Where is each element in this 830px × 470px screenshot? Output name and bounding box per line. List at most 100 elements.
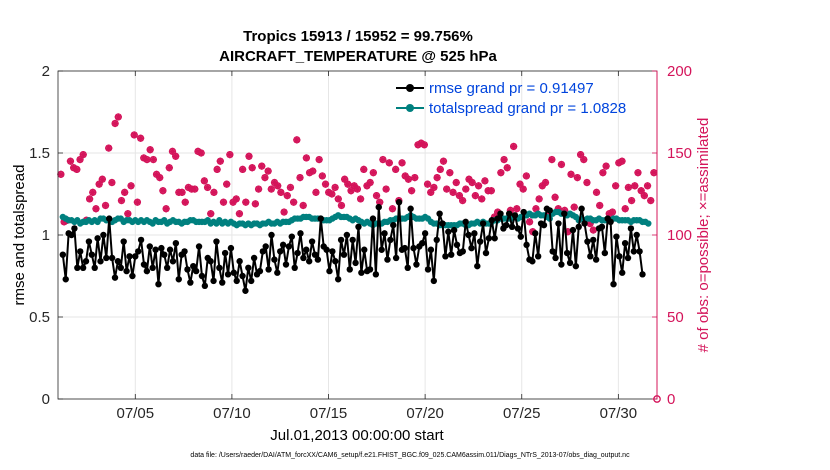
obs-assimilated-marker (232, 195, 240, 203)
rmse-point (132, 253, 139, 260)
obs-star-stroke (567, 171, 575, 178)
rmse-point (465, 231, 472, 239)
legend-rmse-label: rmse grand pr = 0.91497 (429, 80, 594, 97)
obs-assimilated-marker (634, 169, 642, 177)
obs-assimilated-marker (471, 192, 479, 200)
rmse-point (523, 241, 530, 249)
obs-assimilated-marker (165, 164, 173, 172)
obs-star-stroke (440, 158, 447, 165)
rmse-point (450, 226, 458, 234)
rmse-point (381, 230, 388, 237)
obs-assimilated-marker (478, 195, 486, 203)
obs-star-stroke (131, 131, 138, 139)
rmse-point (430, 277, 438, 285)
obs-assimilated-marker (602, 162, 610, 170)
rmse-point (598, 223, 606, 230)
rmse-point (91, 264, 98, 271)
obs-star-stroke (373, 192, 380, 199)
rmse-point (520, 208, 527, 216)
obs-star-stroke (217, 158, 224, 165)
rmse-point (421, 230, 429, 237)
obs-star-stroke (242, 199, 249, 206)
obs-assimilated-marker (92, 205, 100, 213)
obs-star-stroke (500, 156, 508, 163)
rmse-point (337, 236, 345, 244)
obs-star-stroke (634, 169, 642, 176)
rmse-point (221, 249, 229, 257)
x-axis-label: Jul.01,2013 00:00:00 start (270, 427, 444, 444)
obs-star-stroke (210, 189, 218, 196)
rmse-point (291, 264, 298, 271)
rmse-point (314, 256, 322, 263)
obs-star-stroke (472, 192, 479, 199)
obs-assimilated-marker (181, 198, 189, 206)
rmse-point (129, 272, 136, 280)
obs-assimilated-marker (372, 192, 381, 200)
obs-assimilated-marker (411, 174, 419, 182)
obs-assimilated-marker (570, 203, 578, 211)
obs-assimilated-marker (121, 188, 129, 196)
obs-assimilated-marker (219, 198, 228, 206)
rmse-point (471, 230, 478, 237)
rmse-point (433, 236, 440, 244)
obs-star-stroke (172, 153, 179, 160)
rmse-point (558, 261, 565, 268)
x-tick-label: 07/30 (600, 405, 638, 422)
rmse-point (259, 248, 267, 255)
obs-star-stroke (296, 174, 304, 181)
obs-star-stroke (303, 154, 310, 162)
obs-star-stroke (127, 182, 135, 189)
obs-star-stroke (599, 169, 606, 176)
obs-star-stroke (386, 159, 393, 166)
obs-assimilated-marker (197, 149, 205, 157)
rmse-point (184, 266, 191, 273)
obs-star-stroke (462, 185, 469, 193)
rmse-point (366, 266, 374, 273)
obs-star-stroke (319, 172, 326, 180)
obs-assimilated-marker (114, 113, 122, 121)
obs-star-stroke (583, 179, 591, 186)
rmse-point (497, 210, 504, 217)
obs-star-stroke (80, 151, 87, 158)
rmse-point (578, 205, 585, 212)
obs-star-stroke (647, 197, 654, 204)
rmse-point (459, 248, 467, 255)
obs-assimilated-marker (331, 183, 339, 192)
rmse-point (439, 220, 446, 227)
rmse-point (250, 254, 258, 262)
obs-star-stroke (265, 167, 272, 175)
rmse-point (390, 221, 397, 229)
obs-star-stroke (367, 179, 374, 186)
rmse-point (343, 231, 351, 239)
obs-star-stroke (124, 210, 131, 217)
obs-star-stroke (542, 179, 549, 186)
rmse-point (404, 264, 411, 271)
obs-assimilated-marker (280, 208, 288, 216)
rmse-point (158, 244, 165, 252)
rmse-point (71, 225, 78, 232)
rmse-point (508, 223, 516, 230)
axis-ticks: 07/05 07/10 07/15 07/20 07/25 07/3000.511.520… (29, 63, 692, 422)
obs-star-stroke (156, 174, 163, 181)
obs-star-stroke (274, 182, 281, 189)
rmse-point (85, 238, 93, 245)
obs-assimilated-marker (353, 185, 362, 193)
obs-assimilated-marker (510, 142, 518, 151)
rmse-point (401, 244, 409, 252)
obs-assimilated-marker (596, 201, 604, 210)
legend-rmse-marker (406, 84, 414, 92)
rmse-point (137, 236, 145, 244)
obs-assimilated-marker (261, 174, 269, 182)
rmse-point (169, 258, 177, 265)
obs-star-stroke (245, 153, 253, 160)
obs-star-stroke (338, 202, 345, 209)
obs-assimilated-marker (621, 205, 629, 213)
obs-assimilated-marker (500, 155, 508, 164)
obs-assimilated-marker (433, 174, 441, 182)
rmse-point (566, 259, 574, 267)
obs-star-stroke (513, 205, 520, 212)
rmse-point (517, 233, 524, 240)
rmse-point (166, 246, 174, 253)
rmse-point (619, 269, 626, 276)
rmse-point (74, 264, 81, 271)
